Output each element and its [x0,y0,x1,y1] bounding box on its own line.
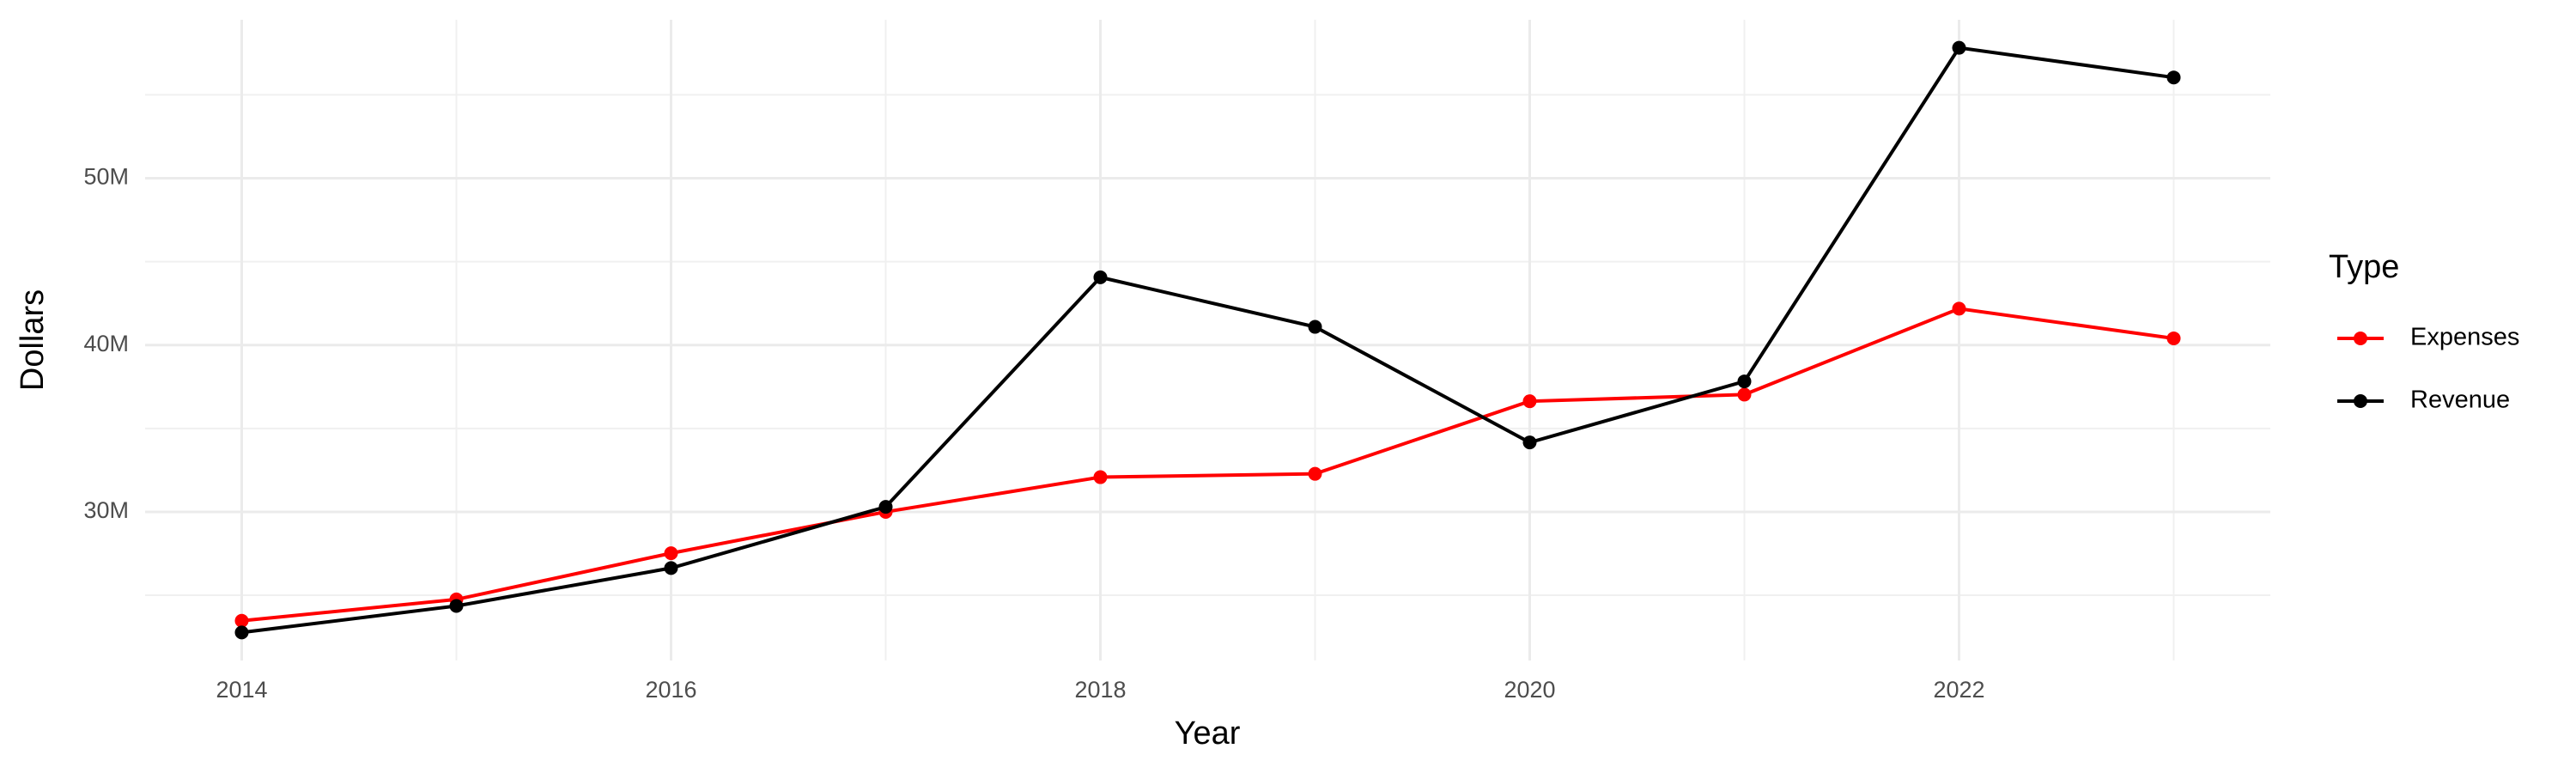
x-axis-title: Year [1175,715,1241,752]
data-point [2166,70,2181,85]
x-tick-label: 2018 [1074,677,1126,703]
data-point [664,561,678,575]
data-point [1952,40,1966,55]
data-point [1093,470,1108,484]
data-point [1308,466,1322,481]
y-tick-label: 30M [83,497,129,523]
data-point [449,599,464,613]
y-axis-title: Dollars [15,289,51,391]
data-point [234,625,249,640]
data-point [1093,270,1108,284]
x-tick-label: 2014 [216,677,267,703]
y-tick-label: 50M [83,164,129,190]
data-point [1522,394,1537,409]
data-point [1522,435,1537,450]
data-point [878,500,893,514]
data-point [1737,387,1752,402]
data-point [234,613,249,628]
x-tick-label: 2020 [1504,677,1555,703]
legend-label: Expenses [2410,324,2519,351]
data-point [1308,320,1322,334]
data-point [1737,374,1752,389]
data-point [664,546,678,561]
x-tick-label: 2016 [645,677,696,703]
data-point [1952,301,1966,316]
legend-point [2354,332,2367,345]
series-line [241,46,2174,635]
legend-point [2354,394,2367,408]
series-line [241,307,2174,623]
y-tick-label: 40M [83,331,129,356]
data-point [2166,331,2181,345]
legend-label: Revenue [2410,386,2510,414]
legend-title: Type [2329,249,2399,285]
x-tick-label: 2022 [1933,677,1984,703]
